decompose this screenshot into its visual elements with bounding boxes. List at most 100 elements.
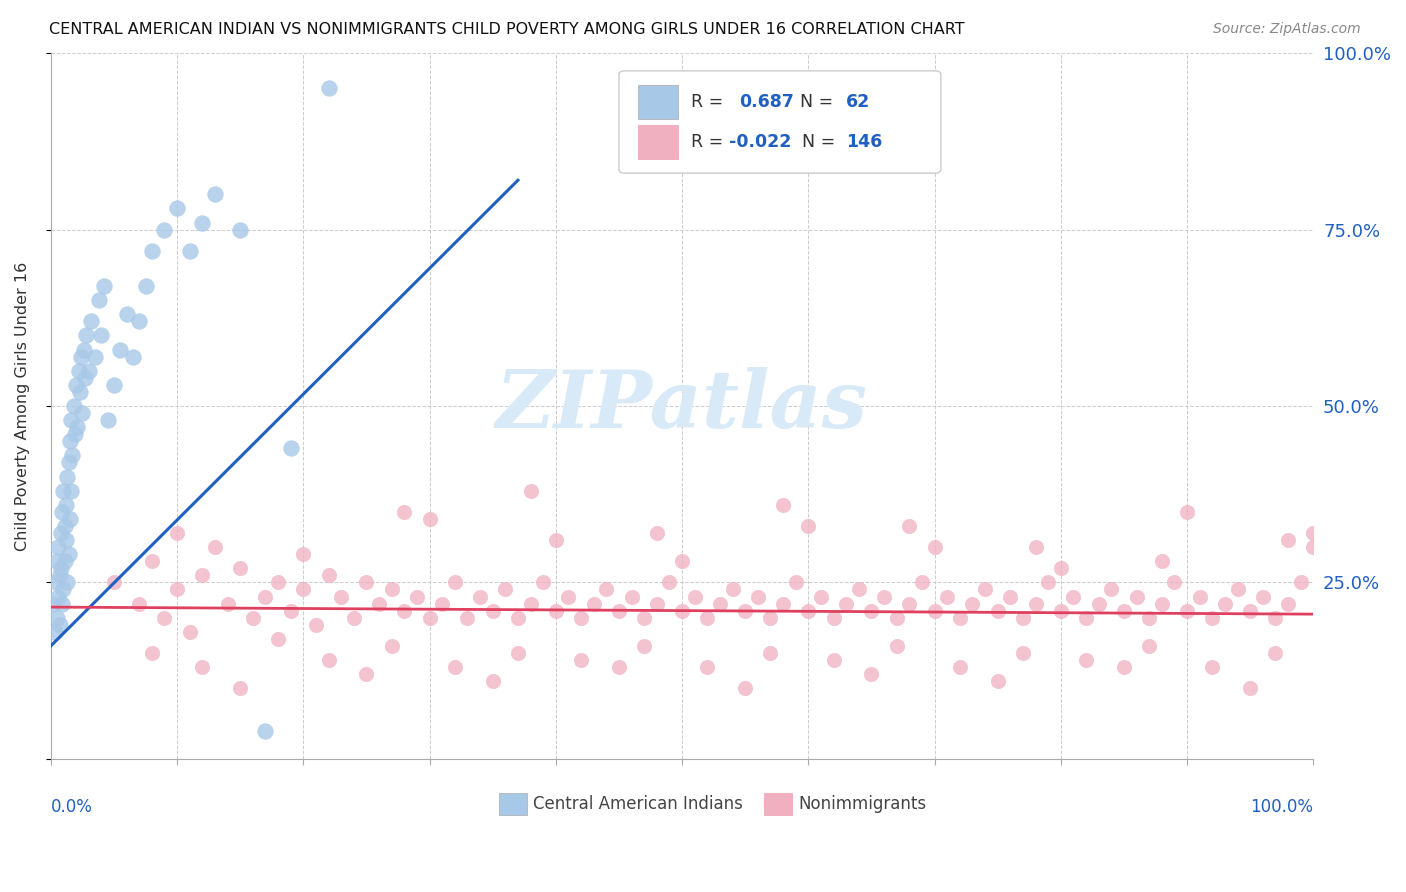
Point xyxy=(886,639,908,653)
Point xyxy=(356,575,378,590)
Point xyxy=(734,681,756,696)
Point xyxy=(141,554,163,568)
Point xyxy=(1087,597,1109,611)
Point xyxy=(506,646,529,660)
Point xyxy=(134,279,156,293)
Point xyxy=(60,449,83,463)
Point xyxy=(75,328,97,343)
Point xyxy=(1049,604,1071,618)
Point xyxy=(1302,540,1324,554)
Point xyxy=(1112,660,1135,674)
Point xyxy=(229,561,252,575)
Point xyxy=(911,575,934,590)
Point xyxy=(66,420,89,434)
Point xyxy=(42,597,65,611)
Point xyxy=(582,597,605,611)
Point xyxy=(506,610,529,624)
Point xyxy=(456,610,478,624)
Point xyxy=(217,597,239,611)
Point xyxy=(58,455,80,469)
Point xyxy=(280,442,302,456)
Point xyxy=(1012,610,1035,624)
Point xyxy=(1062,590,1084,604)
Point xyxy=(1000,590,1022,604)
Point xyxy=(1012,646,1035,660)
Point xyxy=(709,597,731,611)
Point xyxy=(179,624,201,639)
Point xyxy=(974,582,997,597)
Point xyxy=(898,519,921,533)
Point xyxy=(734,604,756,618)
Text: 0.687: 0.687 xyxy=(740,93,794,111)
Point xyxy=(645,526,668,541)
Point xyxy=(759,610,782,624)
Point xyxy=(1277,597,1299,611)
Point xyxy=(70,350,93,364)
Point xyxy=(1213,597,1236,611)
FancyBboxPatch shape xyxy=(499,793,527,815)
FancyBboxPatch shape xyxy=(619,70,941,173)
Point xyxy=(93,279,115,293)
Point xyxy=(1074,653,1097,667)
Point xyxy=(305,617,328,632)
Point xyxy=(696,660,718,674)
Text: 0.0%: 0.0% xyxy=(51,797,93,815)
Point xyxy=(419,512,441,526)
Text: ZIPatlas: ZIPatlas xyxy=(496,368,868,445)
Point xyxy=(671,554,693,568)
Y-axis label: Child Poverty Among Girls Under 16: Child Poverty Among Girls Under 16 xyxy=(15,261,30,550)
Point xyxy=(1036,575,1059,590)
Point xyxy=(797,604,820,618)
Point xyxy=(318,568,340,582)
Point xyxy=(848,582,870,597)
Point xyxy=(343,610,366,624)
Point xyxy=(67,364,90,378)
Point xyxy=(128,597,150,611)
Point xyxy=(1163,575,1185,590)
Point xyxy=(179,244,201,258)
Point xyxy=(1289,575,1312,590)
Point xyxy=(60,413,83,427)
Point xyxy=(103,377,125,392)
Point xyxy=(962,597,984,611)
Point xyxy=(569,653,592,667)
Point xyxy=(633,610,655,624)
Point xyxy=(90,328,112,343)
Point xyxy=(292,582,315,597)
Text: N =: N = xyxy=(801,133,846,151)
Point xyxy=(987,674,1010,689)
Point xyxy=(48,590,70,604)
Point xyxy=(204,187,226,202)
Point xyxy=(696,610,718,624)
Point xyxy=(1226,582,1249,597)
Point xyxy=(1025,540,1047,554)
Point xyxy=(356,667,378,681)
Point xyxy=(1049,561,1071,575)
Point xyxy=(432,597,454,611)
Point xyxy=(645,597,668,611)
Point xyxy=(115,307,138,321)
Text: 62: 62 xyxy=(846,93,870,111)
Text: R =: R = xyxy=(690,93,734,111)
Point xyxy=(153,610,176,624)
Point xyxy=(280,604,302,618)
Point xyxy=(254,590,277,604)
FancyBboxPatch shape xyxy=(763,793,792,815)
Text: Nonimmigrants: Nonimmigrants xyxy=(799,795,927,813)
Point xyxy=(835,597,858,611)
Point xyxy=(46,554,69,568)
Point xyxy=(949,660,972,674)
Point xyxy=(204,540,226,554)
Point xyxy=(48,617,70,632)
Point xyxy=(620,590,643,604)
Point xyxy=(72,343,94,357)
Point xyxy=(52,582,75,597)
Point xyxy=(1251,590,1274,604)
Text: Central American Indians: Central American Indians xyxy=(533,795,742,813)
Point xyxy=(97,413,120,427)
Point xyxy=(1264,610,1286,624)
Point xyxy=(166,582,188,597)
Point xyxy=(759,646,782,660)
Point xyxy=(191,568,214,582)
Point xyxy=(1074,610,1097,624)
